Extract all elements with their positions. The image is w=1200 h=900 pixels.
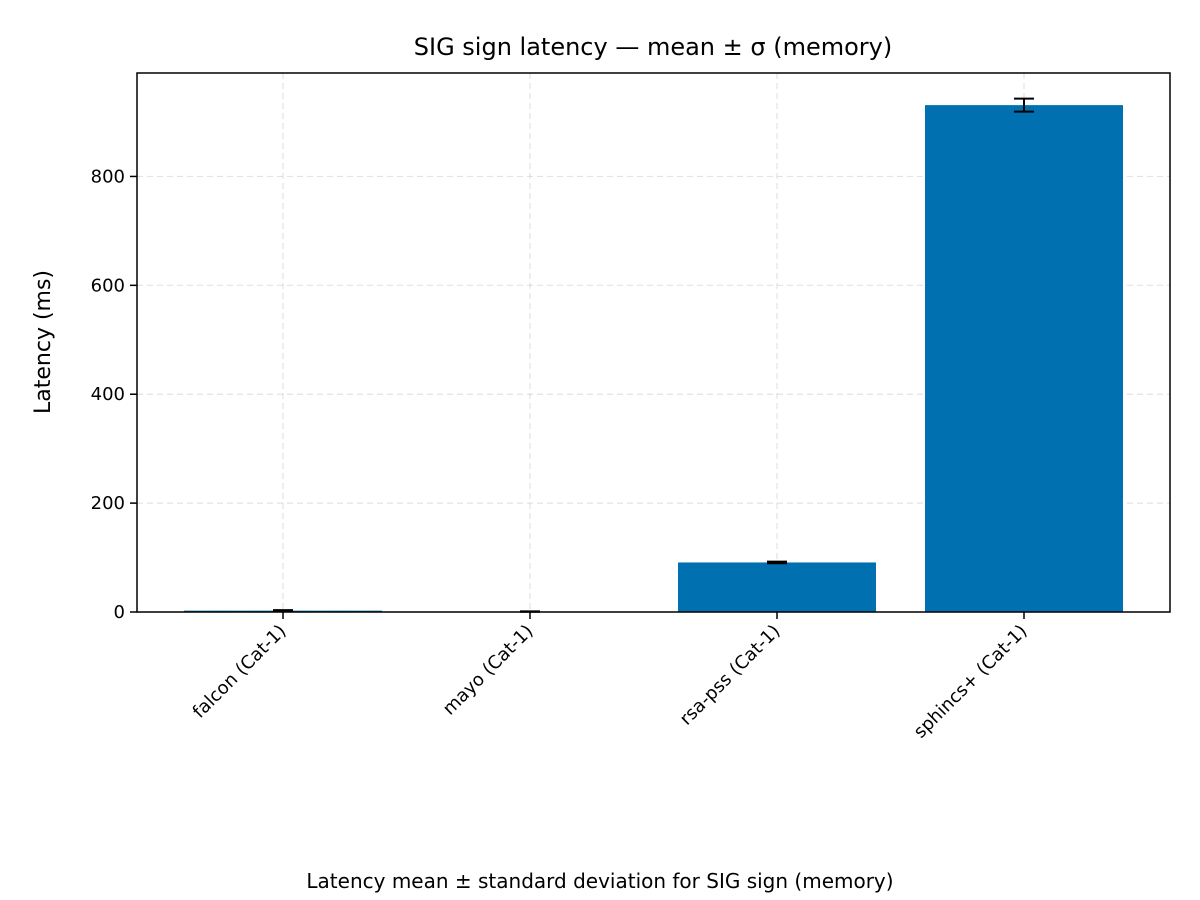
error-bars-layer	[273, 97, 1034, 613]
chart-caption: Latency mean ± standard deviation for SI…	[306, 869, 893, 893]
x-tick-label: rsa-pss (Cat-1)	[676, 621, 785, 730]
y-axis-label: Latency (ms)	[31, 270, 56, 414]
y-tick-label: 0	[114, 602, 125, 623]
bar	[678, 562, 876, 612]
y-tick-label: 600	[91, 275, 125, 296]
x-tick-label: falcon (Cat-1)	[189, 621, 291, 723]
chart-title: SIG sign latency — mean ± σ (memory)	[414, 33, 892, 61]
bar	[925, 105, 1123, 612]
plot-frame	[136, 72, 1171, 613]
y-axis-ticks: 0 200 400 600 800	[91, 166, 137, 623]
y-tick-label: 200	[91, 493, 125, 514]
y-tick-label: 800	[91, 166, 125, 187]
y-tick-label: 400	[91, 384, 125, 405]
bars-layer	[184, 105, 1123, 613]
x-tick-label: mayo (Cat-1)	[439, 621, 538, 720]
x-axis-ticks: falcon (Cat-1) mayo (Cat-1) rsa-pss (Cat-1…	[189, 612, 1032, 743]
x-tick-label: sphincs+ (Cat-1)	[910, 621, 1032, 743]
